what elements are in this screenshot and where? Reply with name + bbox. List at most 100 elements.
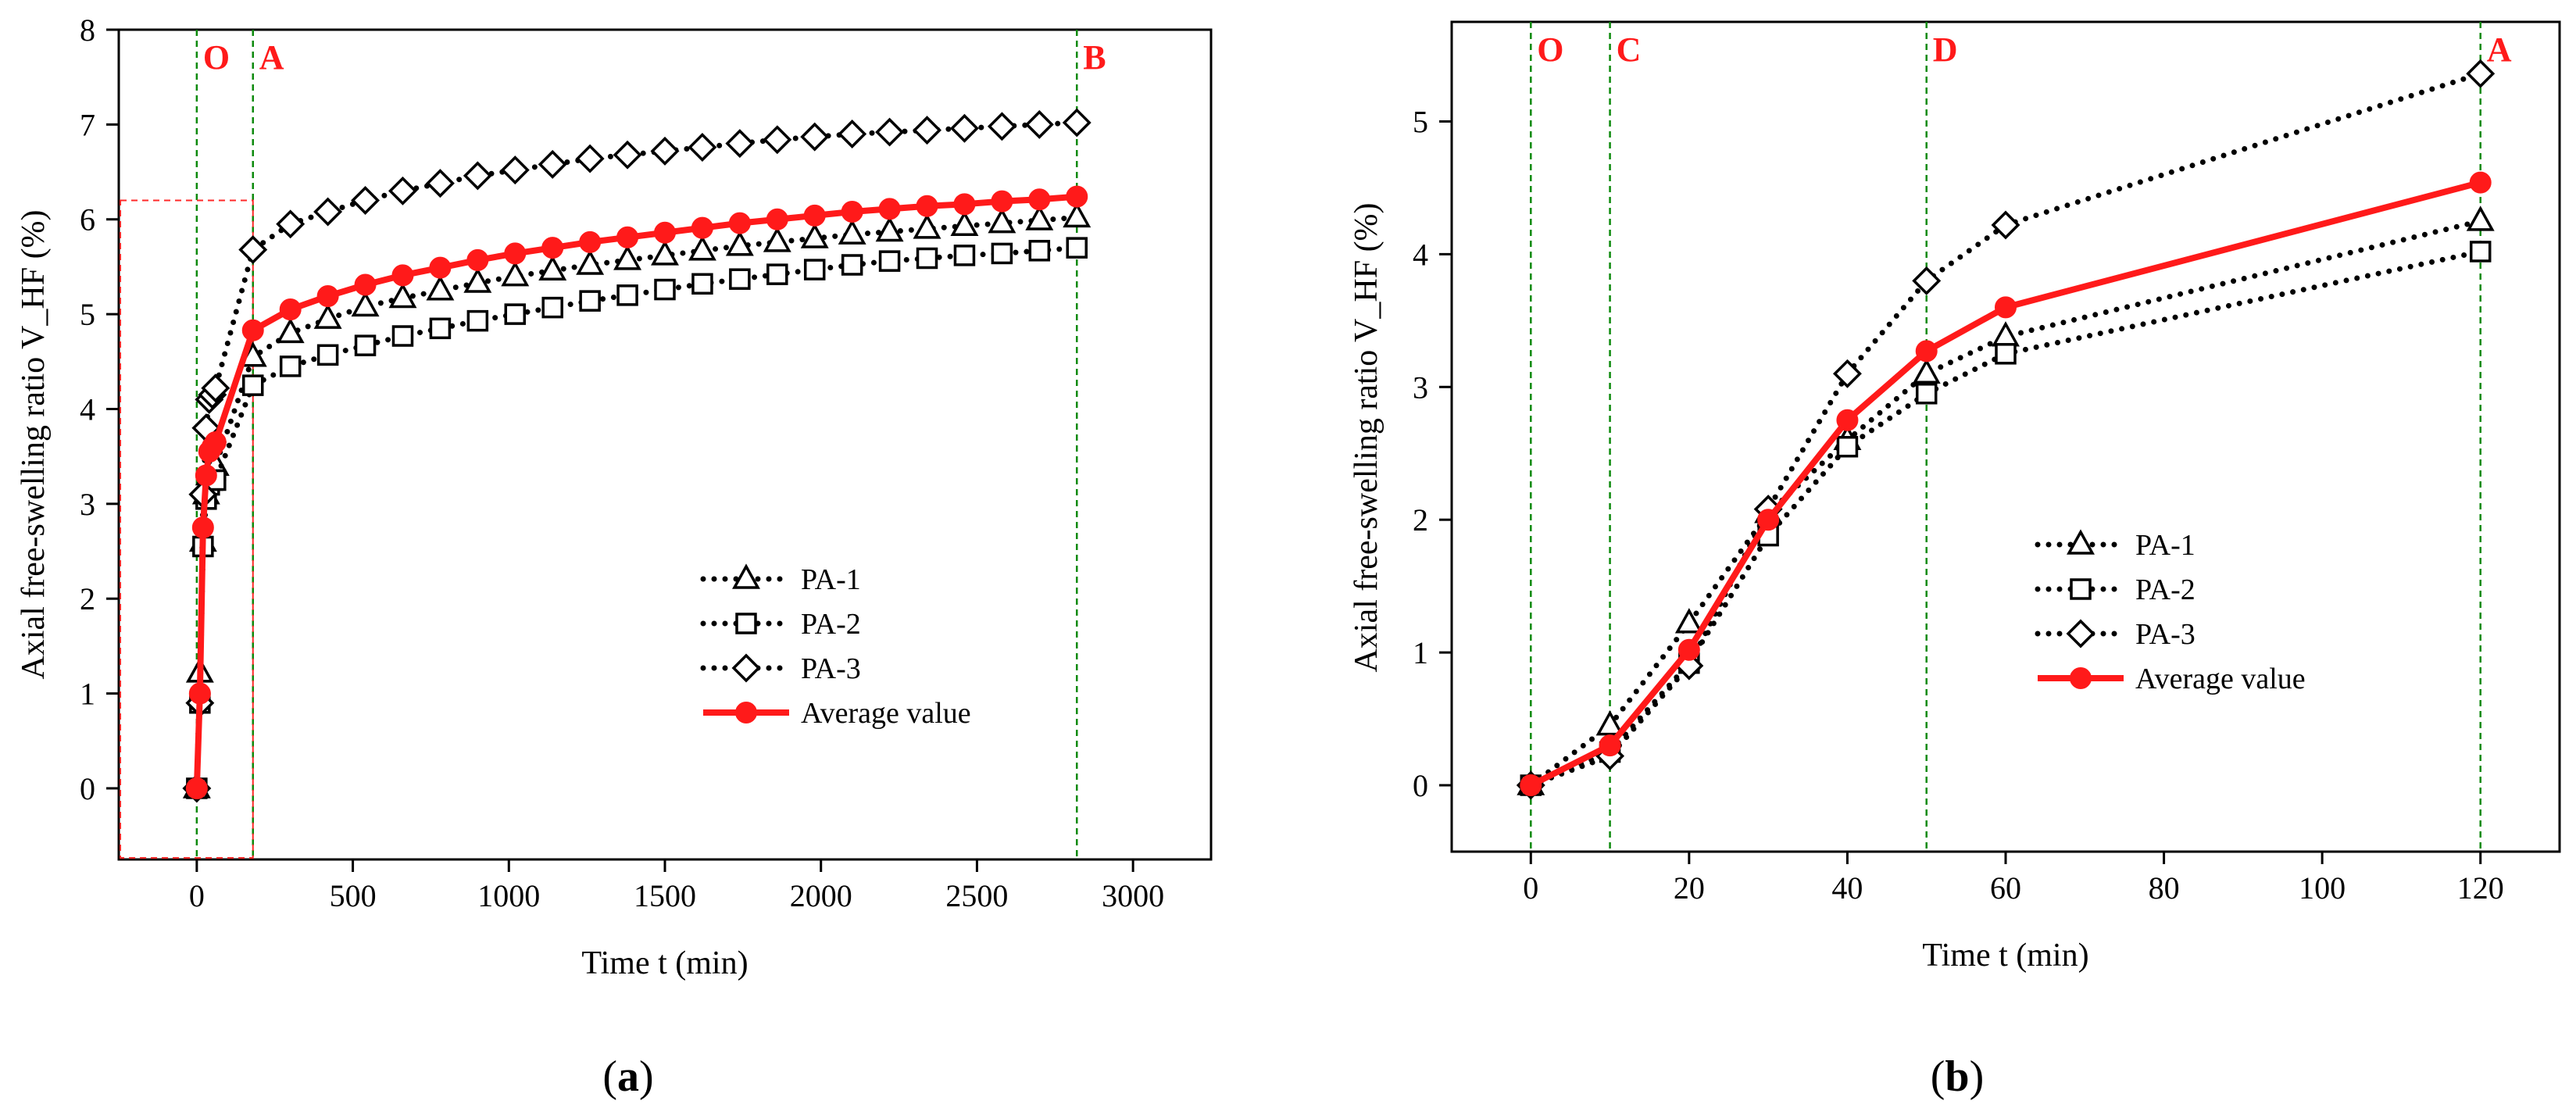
panel-a-point-average-value-15 (541, 237, 564, 259)
panel-a-point-pa-3-6 (201, 373, 230, 403)
panel-b-legend-swatch-marker-pa-2 (2070, 578, 2092, 600)
panel-a-legend-item-pa-3: PA-3 (700, 652, 861, 685)
panel-a-point-average-value-13 (466, 248, 489, 271)
panel-b-x-tick-label-40: 40 (1831, 870, 1863, 906)
panel-a-point-average-value-27 (991, 190, 1013, 213)
panel-b-legend-swatch-marker-average-value (2070, 667, 2092, 689)
panel-a-point-average-value-0 (185, 777, 208, 799)
panel-a-point-pa-2-9 (316, 344, 339, 366)
panel-a-y-tick-label-6: 6 (80, 202, 95, 238)
panel-a-legend-swatch-marker-pa-3 (731, 653, 761, 683)
panel-a-point-average-value-25 (916, 195, 938, 217)
panel-b-legend-swatch-marker-pa-3 (2066, 619, 2095, 648)
panel-a-x-axis-title: Time t (min) (581, 945, 748, 981)
panel-b-y-axis-title: Axial free-swelling ratio V_HF (%) (1349, 202, 1384, 672)
panel-b-stage-label-o: O (1537, 30, 1563, 69)
panel-a-point-average-value-21 (766, 208, 788, 230)
panel-a-point-pa-3-14 (500, 155, 530, 185)
panel-b-series-average-value (1520, 171, 2492, 797)
panel-a-legend-item-pa-2: PA-2 (700, 608, 861, 641)
panel-a-series-average-value (185, 185, 1088, 799)
panel-a-legend-item-average-value: Average value (703, 697, 971, 730)
panel-b-x-tick-label-100: 100 (2299, 870, 2346, 906)
panel-b-legend-label-pa-1: PA-1 (2135, 529, 2195, 562)
panel-a-point-pa-3-20 (725, 129, 755, 159)
panel-b-point-pa-2-4 (1836, 435, 1859, 458)
panel-b-line-average-value (1529, 179, 2481, 788)
panel-b-guide-lines (1530, 22, 2481, 852)
panel-b-x-tick-label-80: 80 (2149, 870, 2180, 906)
panel-a-point-pa-1-16 (576, 249, 605, 275)
panel-a-legend-label-pa-3: PA-3 (801, 652, 861, 685)
panel-a-x-axis-title-text: Time t (min) (581, 945, 748, 981)
panel-b-legend-item-pa-3: PA-3 (2035, 618, 2195, 651)
panel-b-point-pa-2-7 (2469, 241, 2492, 263)
panel-a-point-average-value-6 (204, 431, 227, 453)
panel-b-point-pa-3-6 (1991, 210, 2020, 240)
panel-a-label-letter: a (617, 1052, 639, 1101)
panel-b-y-tick-label-2: 2 (1413, 502, 1428, 538)
panel-a-point-average-value-8 (279, 298, 302, 321)
panel-a-point-pa-2-15 (541, 296, 563, 319)
panel-a-y-tick-label-3: 3 (80, 487, 95, 522)
panel-a-point-pa-1-8 (276, 317, 305, 344)
panel-a-x-tick-label-500: 500 (330, 878, 377, 913)
panel-b-stage-label-a: A (2487, 30, 2512, 69)
panel-a-point-pa-2-22 (803, 259, 826, 280)
panel-b-y-tick-label-5: 5 (1413, 104, 1428, 139)
panel-a-x-tick-label-1500: 1500 (634, 878, 696, 913)
panel-a-point-average-value-26 (953, 193, 976, 216)
panel-b-x-tick-label-20: 20 (1674, 870, 1705, 906)
panel-a-point-pa-2-10 (354, 334, 377, 356)
panel-b-label-letter: b (1945, 1052, 1969, 1101)
panel-b-point-pa-1-5 (1912, 358, 1941, 384)
panel-b-stage-label-c: C (1617, 30, 1642, 69)
panel-b-point-pa-2-5 (1915, 383, 1938, 405)
panel-a-stage-label-o: O (203, 38, 230, 77)
panel-a-point-pa-2-14 (504, 303, 527, 325)
panel-a-point-pa-1-21 (763, 227, 791, 252)
panel-b-x-tick-label-60: 60 (1990, 870, 2021, 906)
panel-a-point-pa-2-26 (953, 245, 976, 266)
panel-a-y-tick-label-8: 8 (80, 13, 95, 48)
panel-a-x-tick-label-2000: 2000 (790, 878, 852, 913)
panel-b-legend-item-pa-1: PA-1 (2035, 529, 2195, 562)
panel-a-stage-label-b: B (1083, 38, 1106, 77)
panel-a-point-pa-1-9 (313, 303, 342, 329)
panel-a-point-pa-3-24 (875, 117, 905, 147)
panel-a-legend: PA-1 PA-2 PA-3 Average value (700, 563, 971, 730)
panel-a-point-pa-2-21 (766, 263, 788, 285)
panel-a-point-average-value-28 (1028, 188, 1051, 211)
panel-b-stage-label-d: D (1933, 30, 1958, 69)
panel-b-point-average-value-0 (1520, 774, 1542, 797)
panel-a-point-pa-1-27 (988, 207, 1016, 234)
panel-a-zoom-region (120, 199, 254, 859)
panel-a-legend-swatch-marker-pa-1 (732, 563, 760, 589)
panel-a-point-average-value-12 (429, 256, 452, 279)
panel-a-point-pa-1-29 (1063, 202, 1091, 228)
panel-b-y-tick-label-0: 0 (1413, 768, 1428, 803)
panel-b-point-average-value-1 (1599, 734, 1621, 757)
panel-a-point-pa-1-24 (875, 216, 904, 242)
panel-a-point-pa-2-13 (466, 309, 489, 332)
panel-a-point-pa-3-22 (800, 122, 830, 152)
panel-b-y-axis-title-text: Axial free-swelling ratio V_HF (%) (1349, 202, 1384, 672)
panel-a-y-tick-label-4: 4 (80, 391, 95, 427)
panel-b-line-pa-1 (1527, 218, 2484, 788)
panel-a-legend-item-pa-1: PA-1 (700, 563, 861, 596)
panel-a-point-pa-2-12 (429, 317, 452, 340)
panel-a-label-open: ( (602, 1052, 617, 1101)
panel-a-point-pa-2-18 (654, 278, 676, 301)
panel-a-y-tick-label-5: 5 (80, 297, 95, 332)
panel-a-point-pa-1-15 (538, 255, 567, 281)
panel-a-point-pa-3-10 (351, 185, 381, 215)
panel-b-point-average-value-4 (1836, 409, 1859, 431)
panel-a-point-pa-1-18 (651, 240, 679, 266)
panel-a-x-tick-label-2500: 2500 (945, 878, 1008, 913)
panel-b-y-tick-label-3: 3 (1413, 370, 1428, 405)
panel-a-x-tick-label-1000: 1000 (477, 878, 540, 913)
panel-a-point-pa-1-10 (351, 291, 380, 317)
panel-a-point-pa-1-22 (800, 223, 829, 248)
